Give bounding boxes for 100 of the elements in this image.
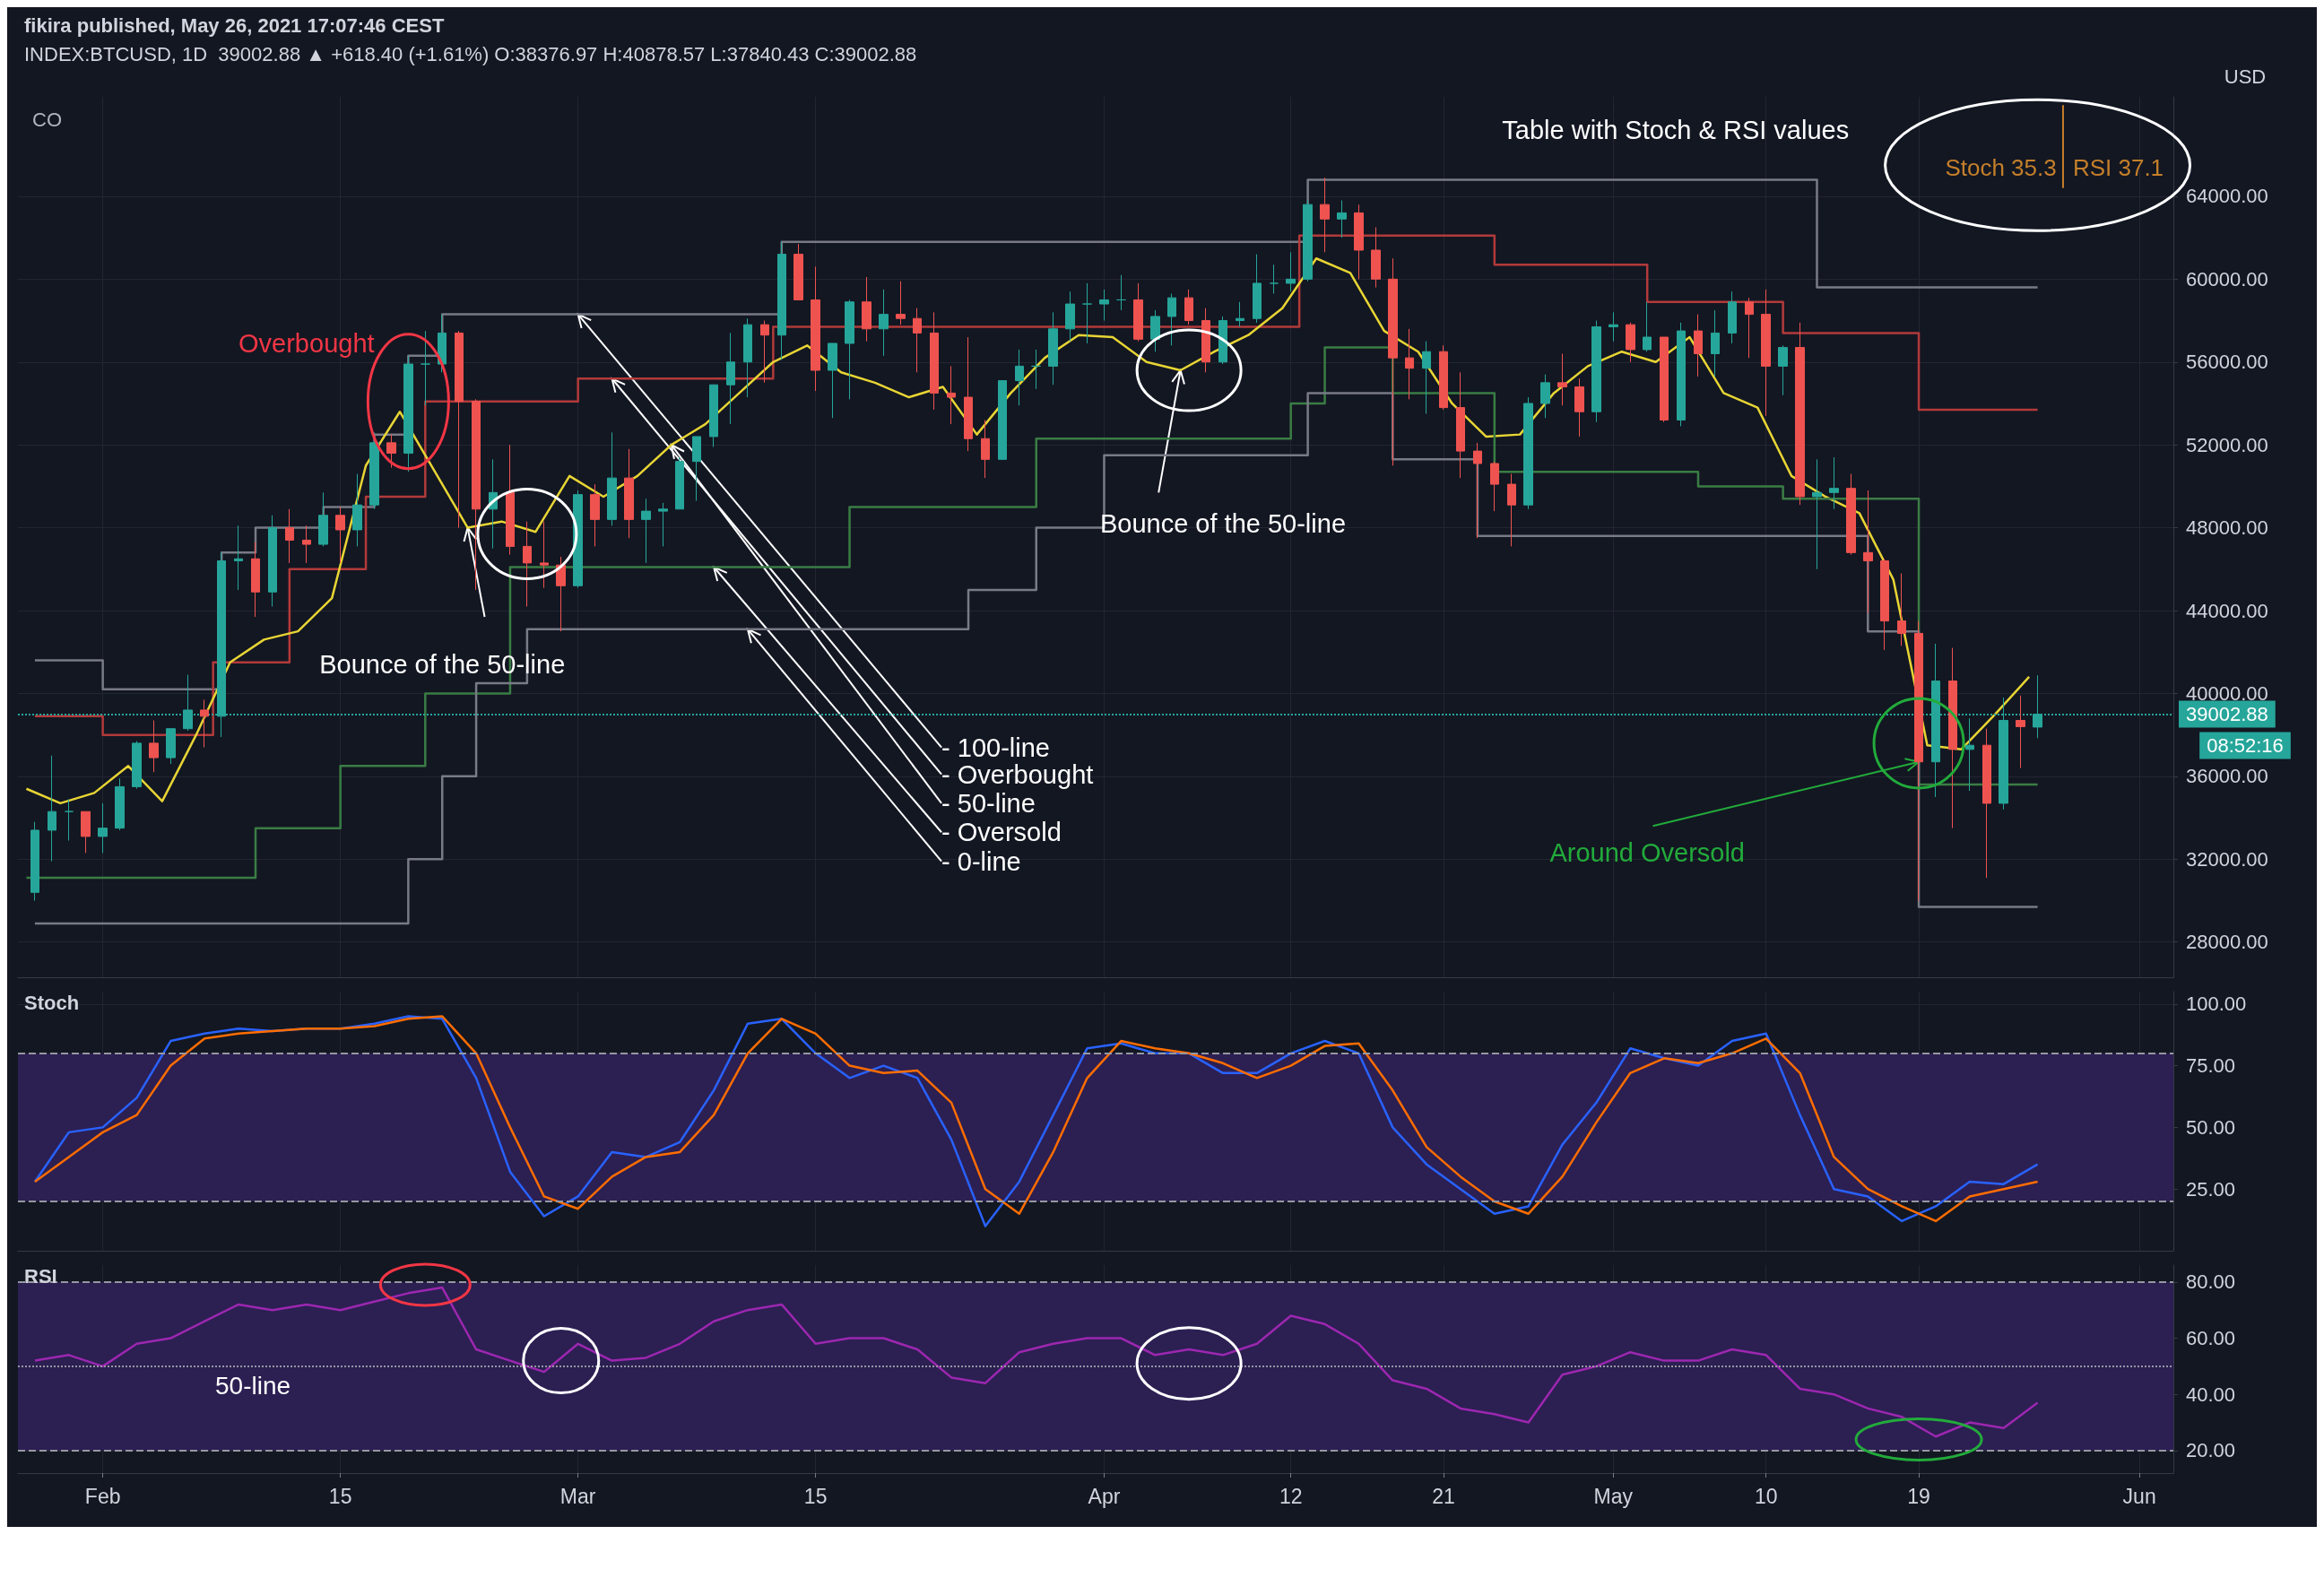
y-tick-label: 44000.00 xyxy=(2186,599,2268,622)
candlestick xyxy=(1880,558,1889,651)
candlestick xyxy=(1167,293,1176,346)
candlestick xyxy=(1405,328,1414,400)
annotation: - 100-line xyxy=(941,733,1050,762)
y-tick-label: 36000.00 xyxy=(2186,765,2268,788)
candlestick xyxy=(438,314,447,373)
candlestick xyxy=(930,311,939,411)
line-series xyxy=(33,1286,2039,1438)
candlestick xyxy=(1218,316,1227,365)
candlestick xyxy=(777,241,786,360)
candlestick xyxy=(879,289,889,357)
candlestick xyxy=(641,498,651,564)
candlestick xyxy=(692,436,701,502)
candlestick xyxy=(268,515,277,607)
y-tick-label: 40.00 xyxy=(2186,1383,2236,1406)
candlestick xyxy=(556,556,566,632)
candlestick xyxy=(285,508,294,564)
y-tick-label: 28000.00 xyxy=(2186,931,2268,954)
x-tick-label: 21 xyxy=(1432,1484,1455,1508)
candlestick xyxy=(1253,254,1262,324)
ref-line-label: 50-line xyxy=(215,1372,291,1400)
y-tick-label: 48000.00 xyxy=(2186,516,2268,540)
candlestick xyxy=(1660,336,1669,423)
candlestick xyxy=(1116,274,1126,311)
candlestick xyxy=(1354,204,1364,280)
y-tick-label: 25.00 xyxy=(2186,1177,2236,1201)
candlestick xyxy=(335,507,345,564)
candlestick xyxy=(1643,301,1652,352)
candlestick xyxy=(1388,257,1398,466)
candlestick xyxy=(369,431,379,510)
candlestick xyxy=(1236,301,1244,327)
candlestick xyxy=(81,811,91,854)
candlestick xyxy=(1371,227,1381,289)
x-tick-label: 15 xyxy=(328,1484,352,1508)
y-tick-label: 60.00 xyxy=(2186,1327,2236,1350)
candlestick xyxy=(1914,620,1923,902)
candlestick xyxy=(1048,311,1058,386)
x-tick-label: May xyxy=(1593,1484,1634,1508)
candlestick xyxy=(1507,473,1516,547)
candlestick xyxy=(1337,200,1347,238)
candlestick xyxy=(709,384,718,447)
candlestick xyxy=(573,490,583,589)
x-tick-label: 10 xyxy=(1754,1484,1778,1508)
candlestick xyxy=(1812,458,1822,570)
x-tick-label: Feb xyxy=(84,1484,121,1508)
candlestick xyxy=(98,802,108,854)
annotation: - Oversold xyxy=(941,818,1062,847)
candlestick xyxy=(862,276,872,342)
y-tick-label: 52000.00 xyxy=(2186,433,2268,456)
candlestick xyxy=(30,821,39,902)
candlestick xyxy=(1948,647,1957,829)
y-tick-label: 40000.00 xyxy=(2186,681,2268,705)
candlestick xyxy=(1982,728,1991,879)
x-tick-label: Apr xyxy=(1088,1484,1121,1508)
candlestick xyxy=(200,698,209,749)
candlestick xyxy=(947,365,956,425)
candlestick xyxy=(115,777,125,831)
candlestick xyxy=(590,483,600,547)
candlestick xyxy=(251,542,260,618)
y-tick-label: 75.00 xyxy=(2186,1054,2236,1078)
candlestick xyxy=(998,380,1007,460)
candlestick xyxy=(1286,251,1296,292)
candlestick xyxy=(743,317,752,398)
candlestick xyxy=(403,355,413,473)
candlestick xyxy=(845,299,854,400)
annotation: Bounce of the 50-line xyxy=(319,650,566,680)
chart-subtitle: INDEX:BTCUSD, 1D 39002.88 ▲ +618.40 (+1.61%) O:38376.97 H:40878.57 L:37840.43 C:39002.88 xyxy=(24,42,917,65)
candlestick xyxy=(132,741,142,790)
text: 08:52:16 xyxy=(2207,733,2284,757)
candlestick xyxy=(1965,717,1974,792)
candlestick xyxy=(166,728,176,765)
annotation: - 50-line xyxy=(941,788,1036,818)
candlestick xyxy=(149,719,159,773)
candlestick xyxy=(1184,289,1193,325)
candlestick xyxy=(726,332,735,425)
text: USD xyxy=(2224,65,2267,88)
candlestick xyxy=(2016,695,2025,769)
candlestick xyxy=(48,755,56,863)
candlestick xyxy=(1711,309,1720,377)
candlestick xyxy=(523,521,532,607)
candlestick xyxy=(793,243,803,300)
annotation: - 0-line xyxy=(941,846,1021,876)
candlestick xyxy=(506,444,515,556)
candlestick xyxy=(658,502,668,547)
candlestick xyxy=(1490,461,1499,512)
candlestick xyxy=(1574,377,1584,438)
x-tick-label: 19 xyxy=(1907,1484,1930,1508)
candlestick xyxy=(1065,290,1075,342)
candlestick xyxy=(1303,200,1313,282)
candlestick xyxy=(675,456,684,510)
x-tick-label: 15 xyxy=(803,1484,828,1508)
ref-line-label: 39002.88 xyxy=(2186,702,2268,725)
annotation: RSI 37.1 xyxy=(2072,153,2164,181)
candlestick xyxy=(1609,311,1618,342)
candlestick xyxy=(1591,320,1601,423)
chart-title: RSI xyxy=(24,1264,57,1288)
y-tick-label: 100.00 xyxy=(2186,993,2247,1016)
y-tick-label: 32000.00 xyxy=(2186,847,2268,871)
candlestick xyxy=(1728,290,1737,344)
